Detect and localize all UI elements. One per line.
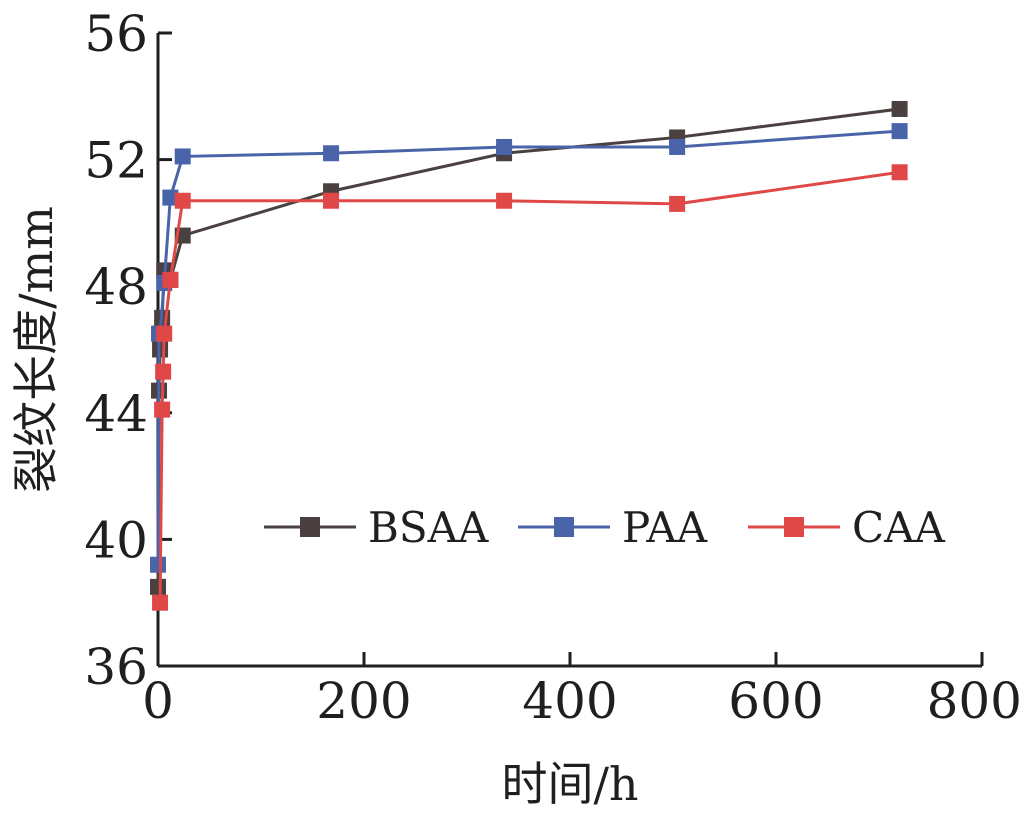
data-point [323, 145, 340, 162]
x-tick-label: 600 [728, 672, 823, 730]
series-layer [150, 100, 908, 611]
data-point [155, 363, 172, 380]
series-line [158, 170, 900, 603]
legend-item-caa: CAA [748, 503, 945, 552]
x-tick-label: 800 [927, 672, 1022, 730]
y-tick-label: 44 [84, 385, 148, 443]
data-point [496, 192, 513, 209]
data-point [156, 325, 173, 342]
series-line [156, 129, 900, 565]
data-point [891, 100, 908, 117]
data-point [891, 164, 908, 181]
series-line [156, 107, 900, 587]
legend-marker [554, 517, 574, 537]
legend-marker [784, 517, 804, 537]
x-tick-label: 0 [142, 672, 174, 730]
legend-label: PAA [622, 503, 708, 552]
data-point [496, 138, 513, 155]
y-tick-label: 40 [84, 511, 148, 569]
data-point [174, 192, 191, 209]
legend-label: BSAA [368, 503, 489, 552]
data-point [154, 401, 171, 418]
x-tick-label: 400 [522, 672, 617, 730]
axes: 36 40 44 48 52 56 0 200 400 600 800 [84, 5, 1022, 730]
series-caa [152, 164, 908, 611]
data-point [669, 195, 686, 212]
legend-marker [300, 517, 320, 537]
legend-item-bsaa: BSAA [264, 503, 489, 552]
y-tick-label: 56 [84, 5, 148, 63]
data-point [891, 123, 908, 140]
data-point [150, 556, 166, 573]
y-axis-title: 裂纹长度/mm [9, 206, 63, 493]
data-point [323, 192, 340, 209]
data-point [152, 594, 169, 611]
x-tick-label: 200 [316, 672, 411, 730]
legend: BSAA PAA CAA [264, 503, 945, 552]
y-tick-label: 52 [84, 132, 148, 190]
x-axis-title: 时间/h [501, 757, 638, 811]
data-point [669, 138, 686, 155]
data-point [150, 578, 166, 595]
data-point [162, 271, 179, 288]
data-point [174, 148, 191, 165]
data-point [162, 189, 179, 206]
y-tick-label: 36 [84, 638, 148, 696]
legend-label: CAA [852, 503, 945, 552]
legend-item-paa: PAA [518, 503, 708, 552]
y-tick-label: 48 [84, 258, 148, 316]
series-paa [150, 123, 908, 573]
